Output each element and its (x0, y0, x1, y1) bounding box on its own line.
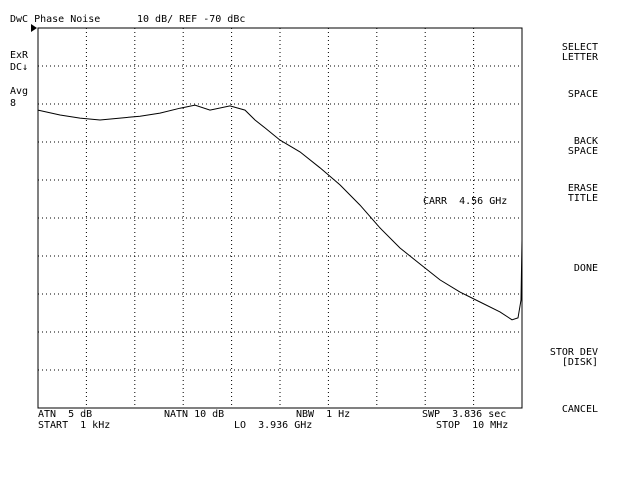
status-text: STOP 10 MHz (436, 420, 508, 431)
softkey-label[interactable]: ERASE (568, 183, 598, 194)
status-text: SWP 3.836 sec (422, 409, 506, 420)
softkey-label[interactable]: SELECT (562, 42, 598, 53)
softkey-label[interactable]: CANCEL (562, 404, 598, 415)
softkey-label[interactable]: SPACE (568, 146, 598, 157)
status-text: NATN 10 dB (164, 409, 224, 420)
softkey-label[interactable]: STOR DEV (550, 347, 598, 358)
marker-readout: CARR 4.56 GHz (423, 196, 507, 207)
softkey-label[interactable]: LETTER (562, 52, 599, 63)
status-text: START 1 kHz (38, 420, 110, 431)
left-annotation: Avg (10, 86, 28, 97)
left-annotation: DC↓ (10, 62, 28, 73)
left-annotation: 8 (10, 98, 16, 109)
softkey-label[interactable]: [DISK] (562, 357, 598, 368)
softkey-label[interactable]: TITLE (568, 193, 598, 204)
softkey-label[interactable]: BACK (574, 136, 598, 147)
status-text: ATN 5 dB (38, 409, 92, 420)
scale-label: 10 dB/ REF -70 dBc (137, 14, 245, 25)
ref-marker (31, 24, 37, 32)
status-text: LO 3.936 GHz (234, 420, 312, 431)
trace (37, 104, 523, 321)
screen-title: DwC Phase Noise (10, 14, 100, 25)
status-text: NBW 1 Hz (296, 409, 350, 420)
left-annotation: ExR (10, 50, 29, 61)
softkey-label[interactable]: DONE (574, 263, 598, 274)
softkey-label[interactable]: SPACE (568, 89, 598, 100)
